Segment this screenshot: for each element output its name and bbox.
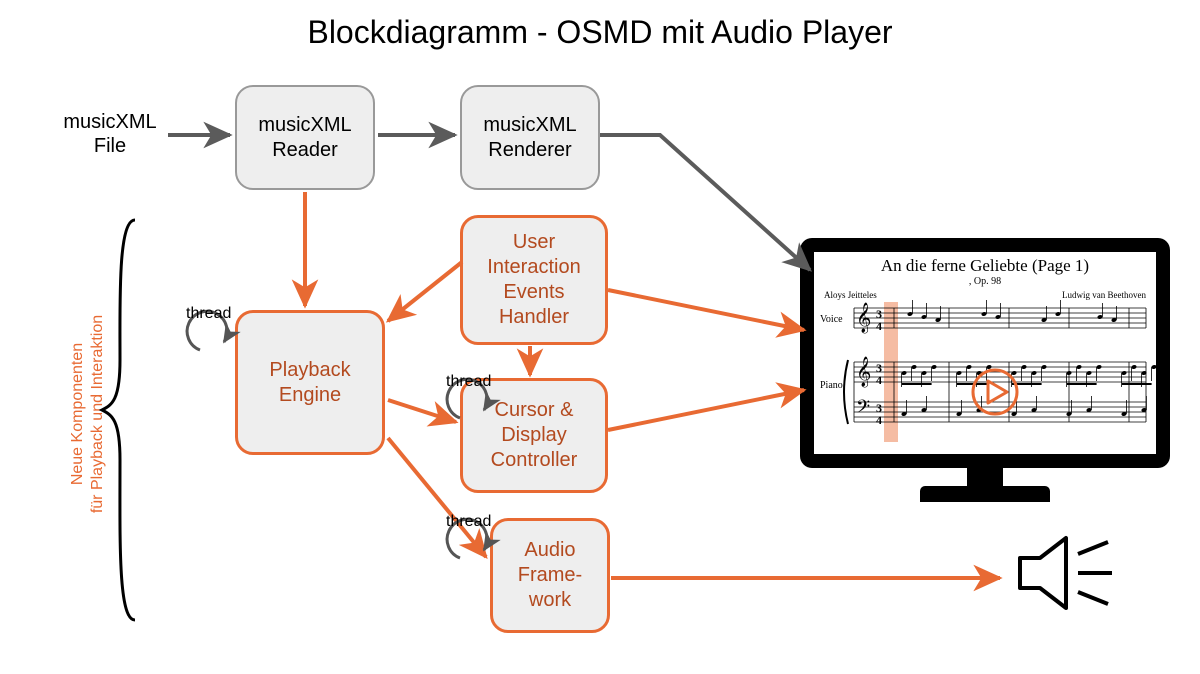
node-audio: Audio Frame- work: [490, 518, 610, 633]
svg-text:thread: thread: [446, 513, 491, 530]
sheet-music: An die ferne Geliebte (Page 1) , Op. 98 …: [814, 252, 1156, 454]
side-label-1: Neue Komponenten: [69, 294, 87, 534]
monitor-stand-base: [920, 486, 1050, 502]
node-reader: musicXML Reader: [235, 85, 375, 190]
page-title: Blockdiagramm - OSMD mit Audio Player: [0, 14, 1200, 51]
svg-text:4: 4: [876, 413, 882, 427]
side-label-2: für Playback und Interaktion: [89, 294, 107, 534]
svg-text:𝄞: 𝄞: [856, 356, 871, 388]
svg-text:𝄢: 𝄢: [856, 396, 870, 421]
svg-text:4: 4: [876, 319, 882, 333]
node-playback: Playback Engine: [235, 310, 385, 455]
svg-text:4: 4: [876, 373, 882, 387]
svg-text:𝄞: 𝄞: [856, 302, 871, 334]
svg-text:thread: thread: [186, 305, 231, 322]
node-uihandler: User Interaction Events Handler: [460, 215, 608, 345]
musicxml-file-label: musicXML File: [55, 110, 165, 158]
node-cursor: Cursor & Display Controller: [460, 378, 608, 493]
node-renderer: musicXML Renderer: [460, 85, 600, 190]
monitor-stand-neck: [967, 468, 1003, 486]
